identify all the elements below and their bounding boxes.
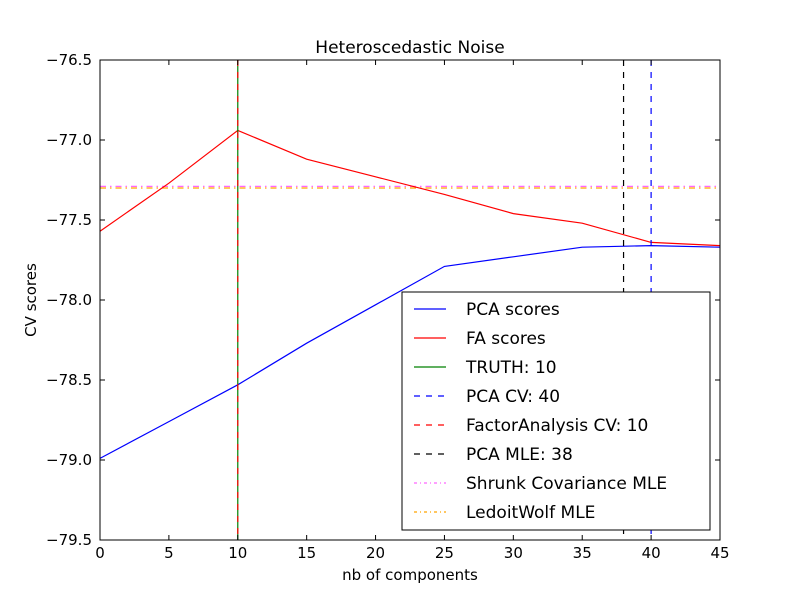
legend-label: LedoitWolf MLE — [466, 503, 595, 523]
x-tick-label: 10 — [228, 544, 247, 562]
x-tick-label: 5 — [164, 544, 174, 562]
x-tick-label: 20 — [366, 544, 385, 562]
legend-label: FA scores — [466, 329, 546, 349]
y-tick-label: −79.0 — [46, 451, 92, 469]
series-line-1 — [99, 129, 721, 247]
legend-label: Shrunk Covariance MLE — [466, 474, 667, 494]
legend-label: FactorAnalysis CV: 10 — [466, 416, 648, 436]
x-tick-label: 25 — [435, 544, 454, 562]
x-tick-label: 30 — [504, 544, 523, 562]
y-tick-label: −78.5 — [46, 371, 92, 389]
legend-label: PCA CV: 40 — [466, 387, 560, 407]
y-tick-label: −79.5 — [46, 531, 92, 549]
x-tick-label: 45 — [710, 544, 729, 562]
x-tick-label: 15 — [297, 544, 316, 562]
legend-label: TRUTH: 10 — [465, 358, 557, 378]
chart-title: Heteroscedastic Noise — [315, 38, 504, 58]
series-line-0 — [99, 244, 721, 459]
y-axis-label: CV scores — [22, 263, 40, 337]
legend: PCA scores FA scores TRUTH: 10 PCA CV: 40 Fa… — [401, 291, 711, 531]
legend-label: PCA MLE: 38 — [466, 445, 573, 465]
legend-box — [401, 291, 711, 531]
y-tick-label: −77.5 — [46, 211, 92, 229]
x-tick-label: 0 — [95, 544, 105, 562]
y-tick-label: −78.0 — [46, 291, 92, 309]
x-tick-label: 35 — [573, 544, 592, 562]
x-axis-label: nb of components — [342, 566, 478, 584]
x-tick-label: 40 — [642, 544, 661, 562]
legend-label: PCA scores — [466, 300, 560, 320]
y-tick-label: −77.0 — [46, 131, 92, 149]
y-tick-label: −76.5 — [46, 51, 92, 69]
